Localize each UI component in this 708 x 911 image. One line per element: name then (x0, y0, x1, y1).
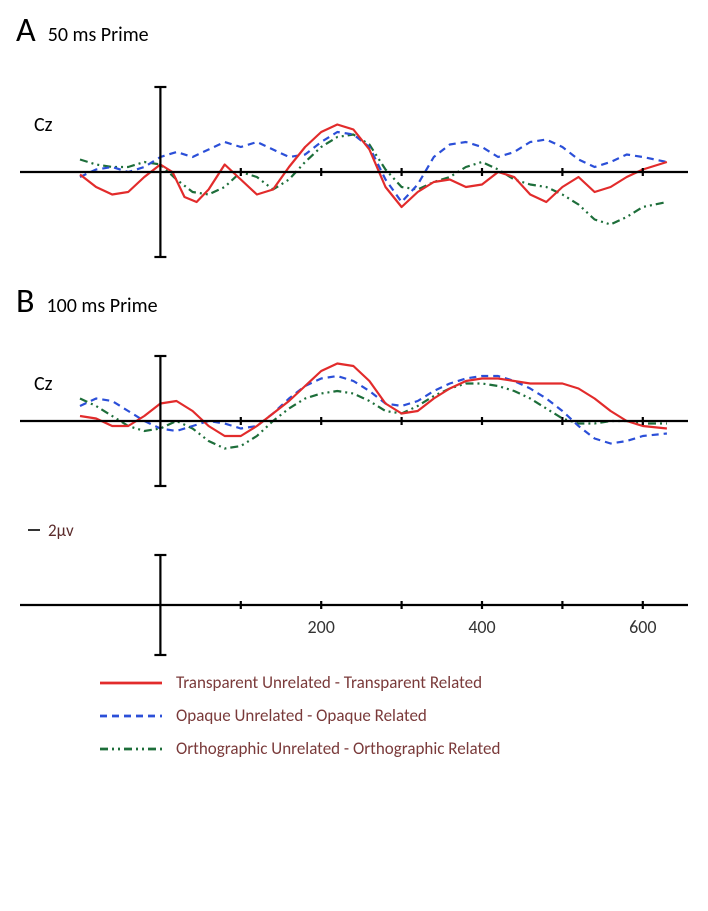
legend-row-opaque: Opaque Unrelated - Opaque Related (100, 705, 698, 726)
panel-a-header: A 50 ms Prime (16, 10, 698, 51)
panel-b-header: B 100 ms Prime (16, 281, 698, 322)
electrode-label-b: Cz (34, 372, 53, 396)
panel-b-title: 100 ms Prime (47, 294, 158, 318)
panel-b: B 100 ms Prime Cz (10, 281, 698, 502)
scale-chart: 200 400 600 (10, 512, 698, 662)
svg-text:200: 200 (308, 616, 335, 638)
panel-a-title: 50 ms Prime (48, 23, 149, 47)
chart-b (10, 322, 698, 502)
chart-a (10, 51, 698, 271)
legend-swatch-opaque (100, 707, 162, 725)
legend-label-opaque: Opaque Unrelated - Opaque Related (176, 705, 427, 726)
panel-b-letter: B (16, 281, 35, 322)
electrode-label-a: Cz (34, 113, 53, 137)
panel-a-letter: A (16, 10, 36, 51)
legend-label-orthographic: Orthographic Unrelated - Orthographic Re… (176, 738, 500, 759)
legend-row-orthographic: Orthographic Unrelated - Orthographic Re… (100, 738, 698, 759)
legend-swatch-transparent (100, 674, 162, 692)
legend-swatch-orthographic (100, 740, 162, 758)
legend-label-transparent: Transparent Unrelated - Transparent Rela… (176, 672, 482, 693)
scale-unit-label: 2μv (48, 520, 74, 541)
svg-text:600: 600 (629, 616, 656, 638)
legend-row-transparent: Transparent Unrelated - Transparent Rela… (100, 672, 698, 693)
panel-a: A 50 ms Prime Cz (10, 10, 698, 271)
svg-text:400: 400 (468, 616, 495, 638)
scale-panel: 2μv 200 400 600 (10, 512, 698, 662)
legend: Transparent Unrelated - Transparent Rela… (10, 672, 698, 759)
